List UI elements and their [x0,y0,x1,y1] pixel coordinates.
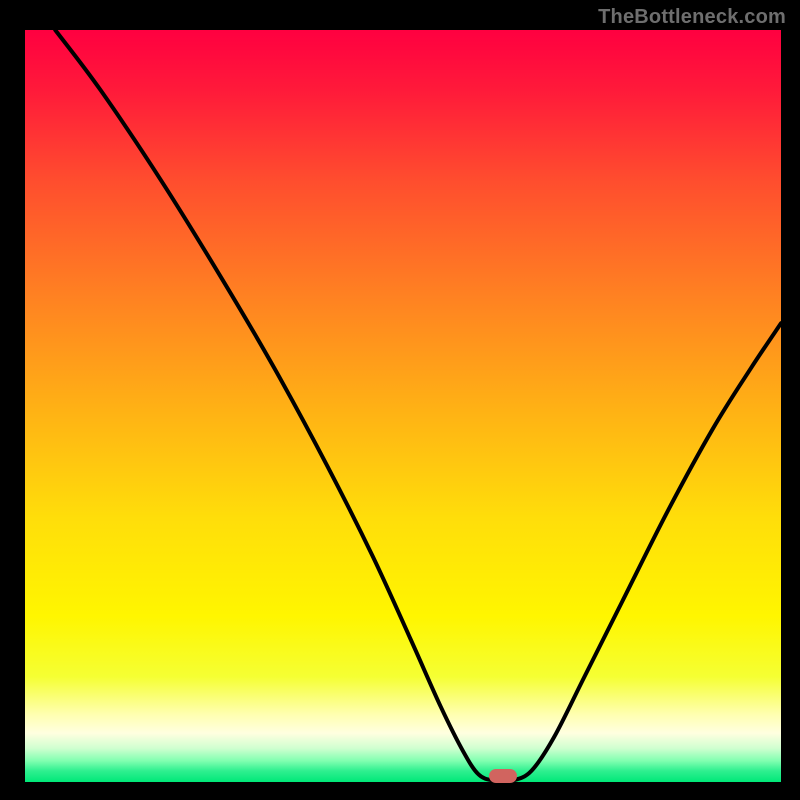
optimum-marker [489,769,517,783]
plot-area [25,30,781,782]
bottleneck-curve [25,30,781,782]
watermark-text: TheBottleneck.com [598,6,786,29]
